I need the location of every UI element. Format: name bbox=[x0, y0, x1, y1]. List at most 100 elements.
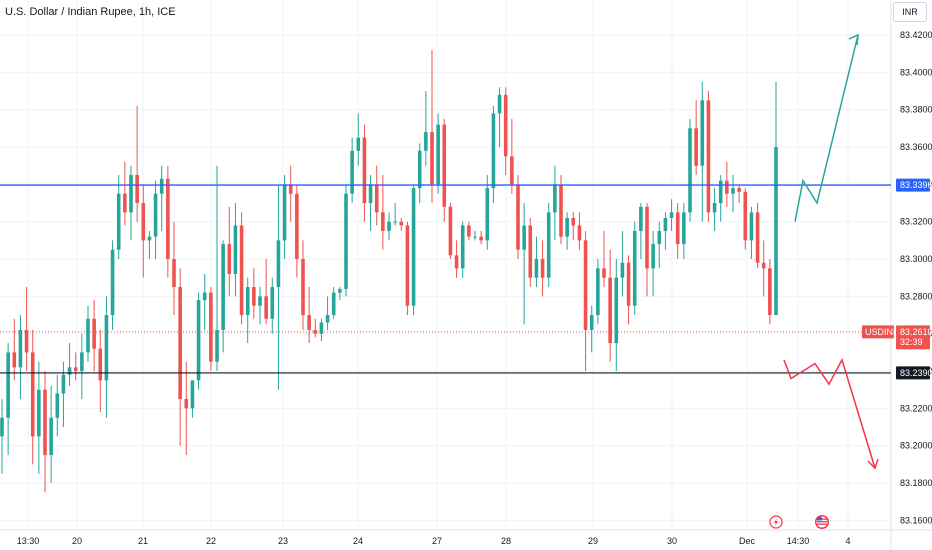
candle-body bbox=[436, 124, 440, 185]
candle-body bbox=[258, 296, 262, 306]
candle-body bbox=[602, 268, 606, 278]
candle-body bbox=[37, 389, 41, 437]
candle-body bbox=[473, 236, 477, 238]
candle-body bbox=[534, 259, 539, 278]
svg-text:83.2390: 83.2390 bbox=[900, 368, 932, 378]
candle-body bbox=[319, 322, 324, 334]
last-price-badge: 83.2610 32:39 bbox=[896, 325, 932, 350]
lightning-icon[interactable] bbox=[769, 515, 783, 529]
candle-body bbox=[651, 244, 655, 269]
y-tick-label: 83.2000 bbox=[900, 441, 932, 451]
x-tick-label: 21 bbox=[138, 536, 148, 546]
candle-body bbox=[73, 367, 78, 372]
x-tick-label: 4 bbox=[845, 536, 850, 546]
candle-body bbox=[510, 156, 514, 185]
black-level-badge: 83.2390 bbox=[896, 366, 932, 380]
candle-body bbox=[583, 240, 588, 330]
y-tick-label: 83.3600 bbox=[900, 142, 932, 152]
candle-body bbox=[227, 244, 232, 274]
x-tick-label: 27 bbox=[432, 536, 442, 546]
candle-body bbox=[350, 150, 354, 194]
candle-body bbox=[92, 318, 96, 349]
candle-body bbox=[301, 259, 305, 316]
x-tick-label: 20 bbox=[72, 536, 82, 546]
candle-body bbox=[295, 193, 299, 260]
candle-body bbox=[209, 292, 213, 362]
candle-body bbox=[577, 225, 582, 241]
candle-body bbox=[620, 262, 625, 278]
candle-body bbox=[749, 212, 754, 241]
candle-body bbox=[712, 203, 717, 213]
svg-text:83.2610: 83.2610 bbox=[900, 327, 932, 337]
candle-body bbox=[276, 240, 281, 288]
candle-body bbox=[675, 212, 680, 245]
us-flag-icon[interactable] bbox=[815, 515, 829, 529]
x-tick-label: 23 bbox=[278, 536, 288, 546]
candle-body bbox=[645, 206, 649, 269]
candle-body bbox=[546, 212, 551, 278]
candle-body bbox=[123, 193, 127, 213]
x-tick-label: 22 bbox=[206, 536, 216, 546]
y-tick-label: 83.3000 bbox=[900, 254, 932, 264]
candle-body bbox=[626, 262, 631, 306]
candle-body bbox=[682, 212, 686, 245]
candle-body bbox=[614, 277, 619, 344]
candle-body bbox=[221, 244, 225, 330]
candle-body bbox=[374, 184, 379, 213]
candle-body bbox=[589, 315, 594, 330]
up-projection-path bbox=[794, 34, 859, 222]
y-tick-label: 83.2800 bbox=[900, 291, 932, 301]
candle-body bbox=[172, 259, 176, 288]
candle-body bbox=[288, 184, 293, 194]
candle-body bbox=[540, 259, 545, 278]
candle-body bbox=[393, 221, 397, 223]
candle-body bbox=[553, 184, 557, 213]
candle-body bbox=[338, 288, 342, 293]
y-tick-label: 83.3800 bbox=[900, 105, 932, 115]
candle-body bbox=[252, 287, 256, 306]
candle-body bbox=[657, 231, 662, 245]
y-tick-label: 83.1600 bbox=[900, 515, 932, 525]
candle-body bbox=[153, 193, 158, 237]
symbol-badge: USDINR bbox=[862, 325, 900, 339]
candle-body bbox=[737, 188, 741, 192]
candle-body bbox=[725, 180, 729, 194]
candle-body bbox=[460, 225, 465, 269]
y-axis-labels: 83.420083.400083.380083.360083.340083.32… bbox=[900, 30, 932, 525]
candle-body bbox=[61, 374, 66, 394]
candle-body bbox=[700, 100, 705, 166]
candle-body bbox=[669, 212, 674, 218]
candle-body bbox=[411, 188, 416, 306]
x-tick-label: 28 bbox=[501, 536, 511, 546]
candle-body bbox=[239, 225, 244, 316]
x-tick-label: Dec bbox=[739, 536, 756, 546]
candle-body bbox=[485, 188, 490, 241]
candle-body bbox=[233, 225, 238, 274]
candle-body bbox=[448, 206, 453, 256]
candle-body bbox=[694, 128, 698, 166]
down-arrowhead bbox=[867, 458, 879, 470]
candle-body bbox=[430, 132, 434, 185]
x-tick-label: 13:30 bbox=[17, 536, 40, 546]
x-tick-label: 14:30 bbox=[787, 536, 810, 546]
candle-body bbox=[18, 329, 23, 368]
candle-body bbox=[215, 329, 219, 362]
y-tick-label: 83.2200 bbox=[900, 403, 932, 413]
currency-button[interactable]: INR bbox=[893, 2, 927, 22]
candle-body bbox=[325, 315, 330, 323]
candle-body bbox=[135, 175, 139, 204]
candle-body bbox=[202, 292, 207, 301]
up-arrowhead bbox=[848, 33, 859, 46]
candle-body bbox=[596, 268, 600, 316]
candle-body bbox=[129, 175, 133, 213]
candle-body bbox=[381, 212, 385, 232]
candle-body bbox=[761, 262, 766, 269]
candle-body bbox=[30, 352, 35, 437]
candle-body bbox=[454, 255, 459, 269]
candle-body bbox=[67, 367, 72, 375]
svg-text:32:39: 32:39 bbox=[900, 337, 923, 347]
candle-body bbox=[356, 137, 361, 151]
y-tick-label: 83.1800 bbox=[900, 478, 932, 488]
candle-body bbox=[55, 393, 60, 418]
